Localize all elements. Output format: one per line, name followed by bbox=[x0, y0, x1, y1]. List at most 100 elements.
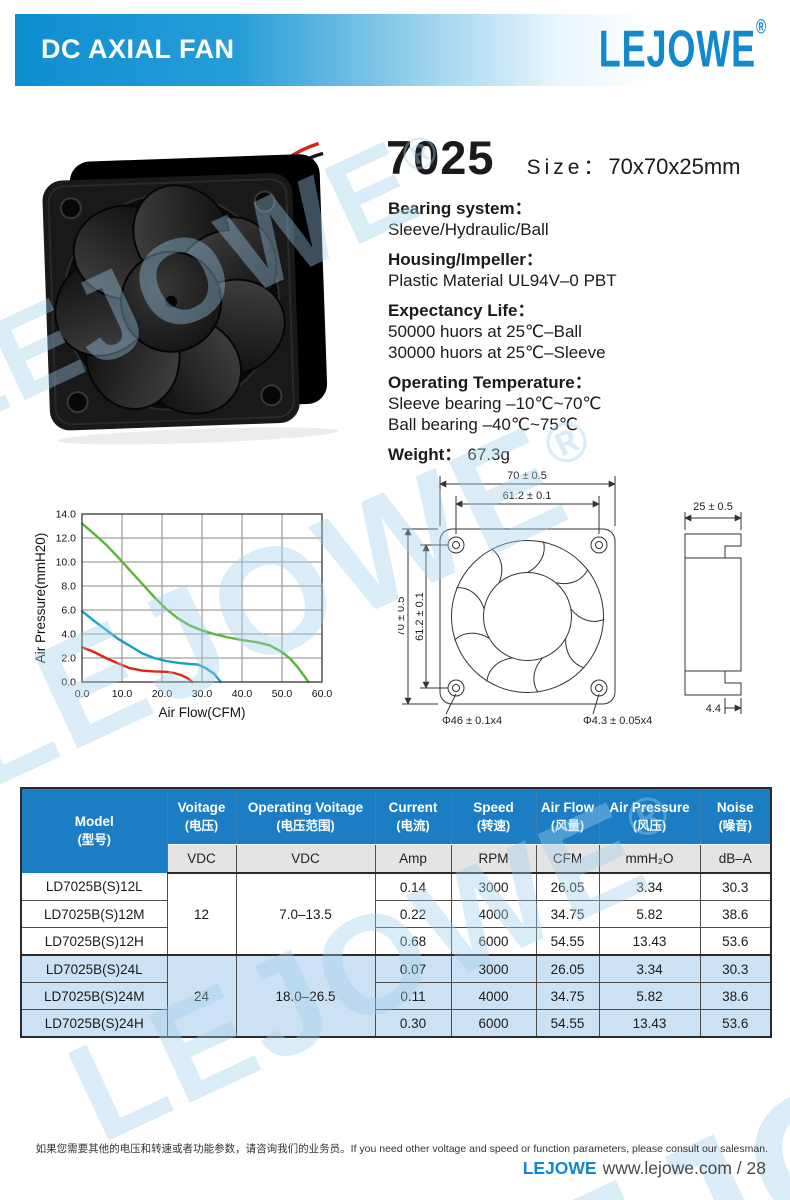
label-bolt-circle: Φ46 ± 0.1x4 bbox=[442, 715, 502, 727]
brand-logo: LEJOWE® bbox=[598, 16, 766, 80]
footer-brand: LEJOWE www.lejowe.com / 28 bbox=[523, 1158, 766, 1179]
brand-logo-text: LEJOWE bbox=[598, 20, 756, 79]
svg-text:8.0: 8.0 bbox=[61, 581, 76, 593]
spec-label: Operating Temperature： bbox=[388, 373, 592, 392]
table-row: LD7025B(S)24L 24 18.0–26.5 0.07 3000 26.05 3.3… bbox=[20, 954, 772, 1038]
cell-speed: 3000 bbox=[450, 872, 537, 901]
svg-text:10.0: 10.0 bbox=[56, 557, 77, 569]
spec-line: 50000 huors at 25℃–Ball bbox=[388, 322, 582, 341]
dim-flange: 4.4 bbox=[706, 703, 721, 715]
registered-mark-icon: ® bbox=[755, 16, 766, 39]
spec-block-4: Weight： 67.3g bbox=[388, 444, 773, 465]
svg-text:14.0: 14.0 bbox=[56, 509, 77, 521]
fan-product-photo bbox=[42, 141, 338, 445]
unit-header-3: Amp bbox=[374, 844, 452, 874]
cell-noise: 53.6 bbox=[699, 1009, 772, 1038]
svg-text:60.0: 60.0 bbox=[312, 688, 333, 700]
column-header-7: Noise (噪音) bbox=[699, 787, 772, 845]
cell-operating-voltage: 18.0–26.5 bbox=[235, 954, 376, 1038]
unit-header-1: VDC bbox=[166, 844, 237, 874]
svg-text:Air Flow(CFM): Air Flow(CFM) bbox=[159, 705, 246, 720]
size-label: Size： bbox=[526, 156, 609, 179]
page-title: DC AXIAL FAN bbox=[41, 34, 235, 64]
cell-airflow: 54.55 bbox=[535, 927, 600, 956]
cell-noise: 38.6 bbox=[699, 982, 772, 1010]
cell-pressure: 5.82 bbox=[598, 900, 701, 928]
cell-pressure: 13.43 bbox=[598, 1009, 701, 1038]
cell-voltage: 12 bbox=[166, 872, 237, 956]
cell-speed: 6000 bbox=[450, 927, 537, 956]
dim-height-inner: 61.2 ± 0.1 bbox=[414, 592, 426, 641]
cell-voltage: 24 bbox=[166, 954, 237, 1038]
cell-airflow: 26.05 bbox=[535, 872, 600, 901]
svg-text:2.0: 2.0 bbox=[61, 653, 76, 665]
cell-pressure: 3.34 bbox=[598, 954, 701, 983]
column-header-6: Air Pressure (风压) bbox=[598, 787, 701, 845]
dim-width-inner: 61.2 ± 0.1 bbox=[503, 490, 552, 502]
table-row: LD7025B(S)12L 12 7.0–13.5 0.14 3000 26.05 3.34… bbox=[20, 872, 772, 956]
cell-airflow: 26.05 bbox=[535, 954, 600, 983]
column-header-0: Model (型号) bbox=[20, 787, 168, 874]
side-view: 25 ± 0.5 4.4 bbox=[684, 501, 742, 715]
spec-label: Housing/Impeller： bbox=[388, 250, 543, 269]
spec-block-2: Expectancy Life： 50000 huors at 25℃–Ball 3… bbox=[388, 300, 773, 363]
spec-label: Expectancy Life： bbox=[388, 301, 535, 320]
svg-text:0.0: 0.0 bbox=[75, 688, 90, 700]
cell-speed: 4000 bbox=[450, 900, 537, 928]
spec-label: Bearing system： bbox=[388, 199, 532, 218]
cell-model: LD7025B(S)12L bbox=[20, 872, 168, 901]
table-row: LD7025B(S)12M 0.22 4000 34.75 5.82 38.6 bbox=[20, 900, 772, 928]
column-header-4: Speed (转速) bbox=[450, 787, 537, 845]
airflow-pressure-chart: 0.0 10.0 20.0 30.0 40.0 50.0 60.0 0.0 2.0 4.0 6.0 8… bbox=[33, 509, 333, 721]
cell-model: LD7025B(S)24L bbox=[20, 954, 168, 983]
fan-blades bbox=[54, 184, 286, 415]
cell-current: 0.22 bbox=[374, 900, 452, 928]
cell-noise: 30.3 bbox=[699, 954, 772, 983]
spec-line: Ball bearing –40℃~75℃ bbox=[388, 415, 578, 434]
cell-speed: 3000 bbox=[450, 954, 537, 983]
cell-current: 0.14 bbox=[374, 872, 452, 901]
svg-text:20.0: 20.0 bbox=[152, 688, 173, 700]
mounting-holes bbox=[447, 536, 608, 697]
cell-operating-voltage: 7.0–13.5 bbox=[235, 872, 376, 956]
cell-current: 0.07 bbox=[374, 954, 452, 983]
unit-header-2: VDC bbox=[235, 844, 376, 874]
svg-text:6.0: 6.0 bbox=[61, 605, 76, 617]
spec-label: Weight： bbox=[388, 445, 462, 464]
model-size-row: 7025 Size：70x70x25mm bbox=[386, 130, 741, 185]
label-mount-hole: Φ4.3 ± 0.05x4 bbox=[583, 715, 652, 727]
dim-width-outer: 70 ± 0.5 bbox=[507, 470, 547, 482]
svg-text:10.0: 10.0 bbox=[112, 688, 133, 700]
unit-header-6: mmH₂O bbox=[598, 844, 701, 874]
cell-airflow: 34.75 bbox=[535, 900, 600, 928]
cell-model: LD7025B(S)24H bbox=[20, 1009, 168, 1038]
cell-speed: 6000 bbox=[450, 1009, 537, 1038]
column-header-5: Air Flow (风量) bbox=[535, 787, 600, 845]
footer-site-page: www.lejowe.com / 28 bbox=[602, 1158, 766, 1178]
column-header-1: Voitage (电压) bbox=[166, 787, 237, 845]
spec-block-1: Housing/Impeller： Plastic Material UL94V–… bbox=[388, 249, 773, 291]
svg-text:12.0: 12.0 bbox=[56, 533, 77, 545]
spec-line: 30000 huors at 25℃–Sleeve bbox=[388, 343, 606, 362]
table-row: LD7025B(S)24M 0.11 4000 34.75 5.82 38.6 bbox=[20, 982, 772, 1010]
svg-text:0.0: 0.0 bbox=[61, 677, 76, 689]
svg-text:50.0: 50.0 bbox=[272, 688, 293, 700]
header-banner: DC AXIAL FAN bbox=[15, 14, 655, 86]
unit-header-5: CFM bbox=[535, 844, 600, 874]
spec-block-0: Bearing system： Sleeve/Hydraulic/Ball bbox=[388, 198, 773, 240]
dim-depth: 25 ± 0.5 bbox=[693, 501, 733, 513]
footer-note: 如果您需要其他的电压和转速或者功能参数，请咨询我们的业务员。If you nee… bbox=[35, 1143, 768, 1155]
unit-header-7: dB–A bbox=[699, 844, 772, 874]
cell-current: 0.68 bbox=[374, 927, 452, 956]
cell-current: 0.11 bbox=[374, 982, 452, 1010]
front-view: 70 ± 0.5 61.2 ± 0.1 70 ± 0.5 61.2 ± 0.1 … bbox=[398, 470, 652, 727]
size-value: 70x70x25mm bbox=[608, 154, 741, 179]
spec-line: Sleeve bearing –10℃~70℃ bbox=[388, 394, 602, 413]
spec-list: Bearing system： Sleeve/Hydraulic/Ball Hous… bbox=[388, 198, 773, 474]
table-row: LD7025B(S)12H 0.68 6000 54.55 13.43 53.6 bbox=[20, 927, 772, 956]
table-row: LD7025B(S)24H 0.30 6000 54.55 13.43 53.6 bbox=[20, 1009, 772, 1038]
dimension-drawing: 70 ± 0.5 61.2 ± 0.1 70 ± 0.5 61.2 ± 0.1 … bbox=[398, 470, 742, 727]
unit-header-4: RPM bbox=[450, 844, 537, 874]
svg-text:40.0: 40.0 bbox=[232, 688, 253, 700]
